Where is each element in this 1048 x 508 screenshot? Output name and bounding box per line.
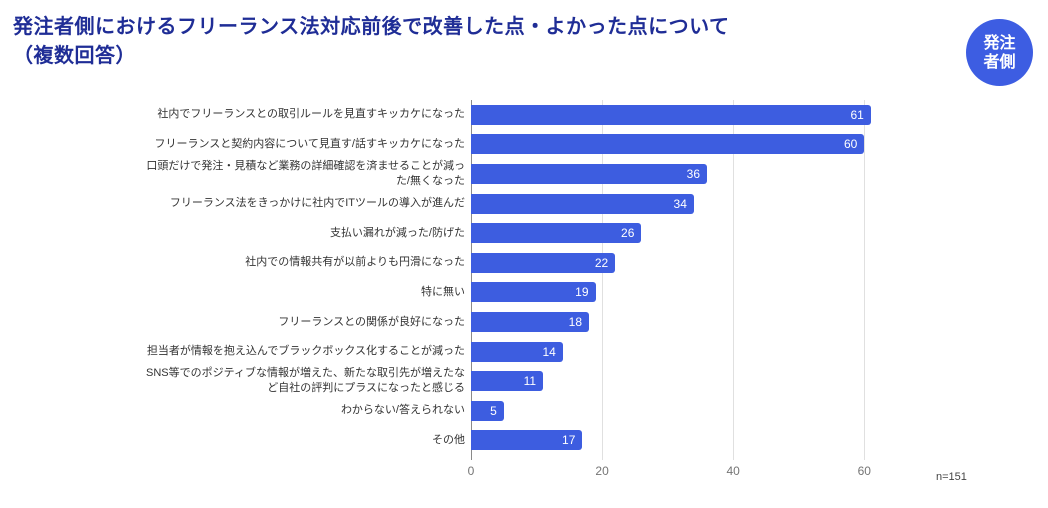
bar: 17 xyxy=(471,430,583,451)
bar-row: わからない/答えられない 5 xyxy=(140,396,901,426)
bar: 19 xyxy=(471,282,596,303)
bar: 11 xyxy=(471,371,544,392)
value-label: 61 xyxy=(850,107,864,122)
orderer-side-badge: 発注 者側 xyxy=(966,19,1033,86)
badge-line1: 発注 xyxy=(983,34,1016,52)
bar-row: 口頭だけで発注・見積など業務の詳細確認を済ませることが減った/無くなった 36 xyxy=(140,159,901,189)
category-label: フリーランスとの関係が良好になった xyxy=(278,315,465,328)
value-label: 60 xyxy=(843,137,858,152)
bar-row: 社内でフリーランスとの取引ルールを見直すキッカケになった 61 xyxy=(140,100,901,130)
bar-area: 34 xyxy=(471,193,901,214)
bar: 26 xyxy=(471,223,642,244)
bar-row: フリーランス法をきっかけに社内でITツールの導入が進んだ 34 xyxy=(140,189,901,219)
bar: 22 xyxy=(471,252,616,273)
value-label: 5 xyxy=(490,403,497,418)
x-axis-tick-label: 40 xyxy=(726,464,740,478)
bar: 36 xyxy=(471,163,707,184)
bar-row: 支払い漏れが減った/防げた 26 xyxy=(140,218,901,248)
bar-row: 担当者が情報を抱え込んでブラックボックス化することが減った 14 xyxy=(140,337,901,367)
bar-area: 61 xyxy=(471,104,901,125)
category-label: わからない/答えられない xyxy=(340,404,465,417)
bar-area: 11 xyxy=(471,371,901,392)
bar-rows: 社内でフリーランスとの取引ルールを見直すキッカケになった 61 フリーランスと契… xyxy=(140,100,901,455)
page-title: 発注者側におけるフリーランス法対応前後で改善した点・よかった点について （複数回… xyxy=(13,13,933,71)
category-label: その他 xyxy=(432,433,465,446)
category-label: 社内での情報共有が以前よりも円滑になった xyxy=(245,256,465,269)
value-label: 18 xyxy=(568,314,582,329)
value-label: 11 xyxy=(523,374,537,389)
category-label: 口頭だけで発注・見積など業務の詳細確認を済ませることが減った/無くなった xyxy=(146,160,465,187)
bar-area: 36 xyxy=(471,163,901,184)
bar-row: フリーランスとの関係が良好になった 18 xyxy=(140,307,901,337)
x-axis: 0 20 40 60 xyxy=(467,464,901,480)
bar-area: 22 xyxy=(471,252,901,273)
value-label: 36 xyxy=(686,166,700,181)
x-axis-tick-label: 60 xyxy=(857,464,871,478)
bar: 60 xyxy=(471,134,865,155)
bar-area: 60 xyxy=(471,134,901,155)
bar-area: 5 xyxy=(471,400,901,421)
bar-area: 26 xyxy=(471,223,901,244)
bar-row: 特に無い 19 xyxy=(140,278,901,308)
sample-size-label: n=151 xyxy=(936,471,967,483)
bar-chart: 社内でフリーランスとの取引ルールを見直すキッカケになった 61 フリーランスと契… xyxy=(140,100,901,478)
bar: 34 xyxy=(471,193,694,214)
bar-area: 18 xyxy=(471,311,901,332)
bar-row: 社内での情報共有が以前よりも円滑になった 22 xyxy=(140,248,901,278)
category-label: 社内でフリーランスとの取引ルールを見直すキッカケになった xyxy=(157,108,465,121)
bar-row: SNS等でのポジティブな情報が増えた、新たな取引先が増えたなど自社の評判にプラス… xyxy=(140,366,901,396)
value-label: 14 xyxy=(542,344,556,359)
value-label: 17 xyxy=(562,433,576,448)
value-label: 34 xyxy=(673,196,687,211)
bar: 18 xyxy=(471,311,589,332)
category-label: 担当者が情報を抱え込んでブラックボックス化することが減った xyxy=(146,345,465,358)
category-label: SNS等でのポジティブな情報が増えた、新たな取引先が増えたなど自社の評判にプラス… xyxy=(146,367,465,395)
bar: 5 xyxy=(471,400,504,421)
bar-row: その他 17 xyxy=(140,426,901,456)
page-title-line1: 発注者側におけるフリーランス法対応前後で改善した点・よかった点について xyxy=(13,16,730,38)
x-axis-tick-label: 0 xyxy=(467,464,475,478)
category-label: 支払い漏れが減った/防げた xyxy=(329,226,465,239)
category-label: フリーランス法をきっかけに社内でITツールの導入が進んだ xyxy=(169,197,465,210)
bar-area: 14 xyxy=(471,341,901,362)
badge-line2: 者側 xyxy=(983,53,1016,71)
bar: 61 xyxy=(471,104,871,125)
bar-row: フリーランスと契約内容について見直す/話すキッカケになった 60 xyxy=(140,130,901,160)
value-label: 19 xyxy=(575,285,589,300)
value-label: 26 xyxy=(621,226,635,241)
bar-area: 19 xyxy=(471,282,901,303)
bar-area: 17 xyxy=(471,430,901,451)
page-title-line2: （複数回答） xyxy=(13,45,136,67)
value-label: 22 xyxy=(594,255,609,270)
x-axis-tick-label: 20 xyxy=(595,464,609,478)
bar: 14 xyxy=(471,341,563,362)
category-label: フリーランスと契約内容について見直す/話すキッカケになった xyxy=(154,137,465,150)
category-label: 特に無い xyxy=(421,285,465,298)
